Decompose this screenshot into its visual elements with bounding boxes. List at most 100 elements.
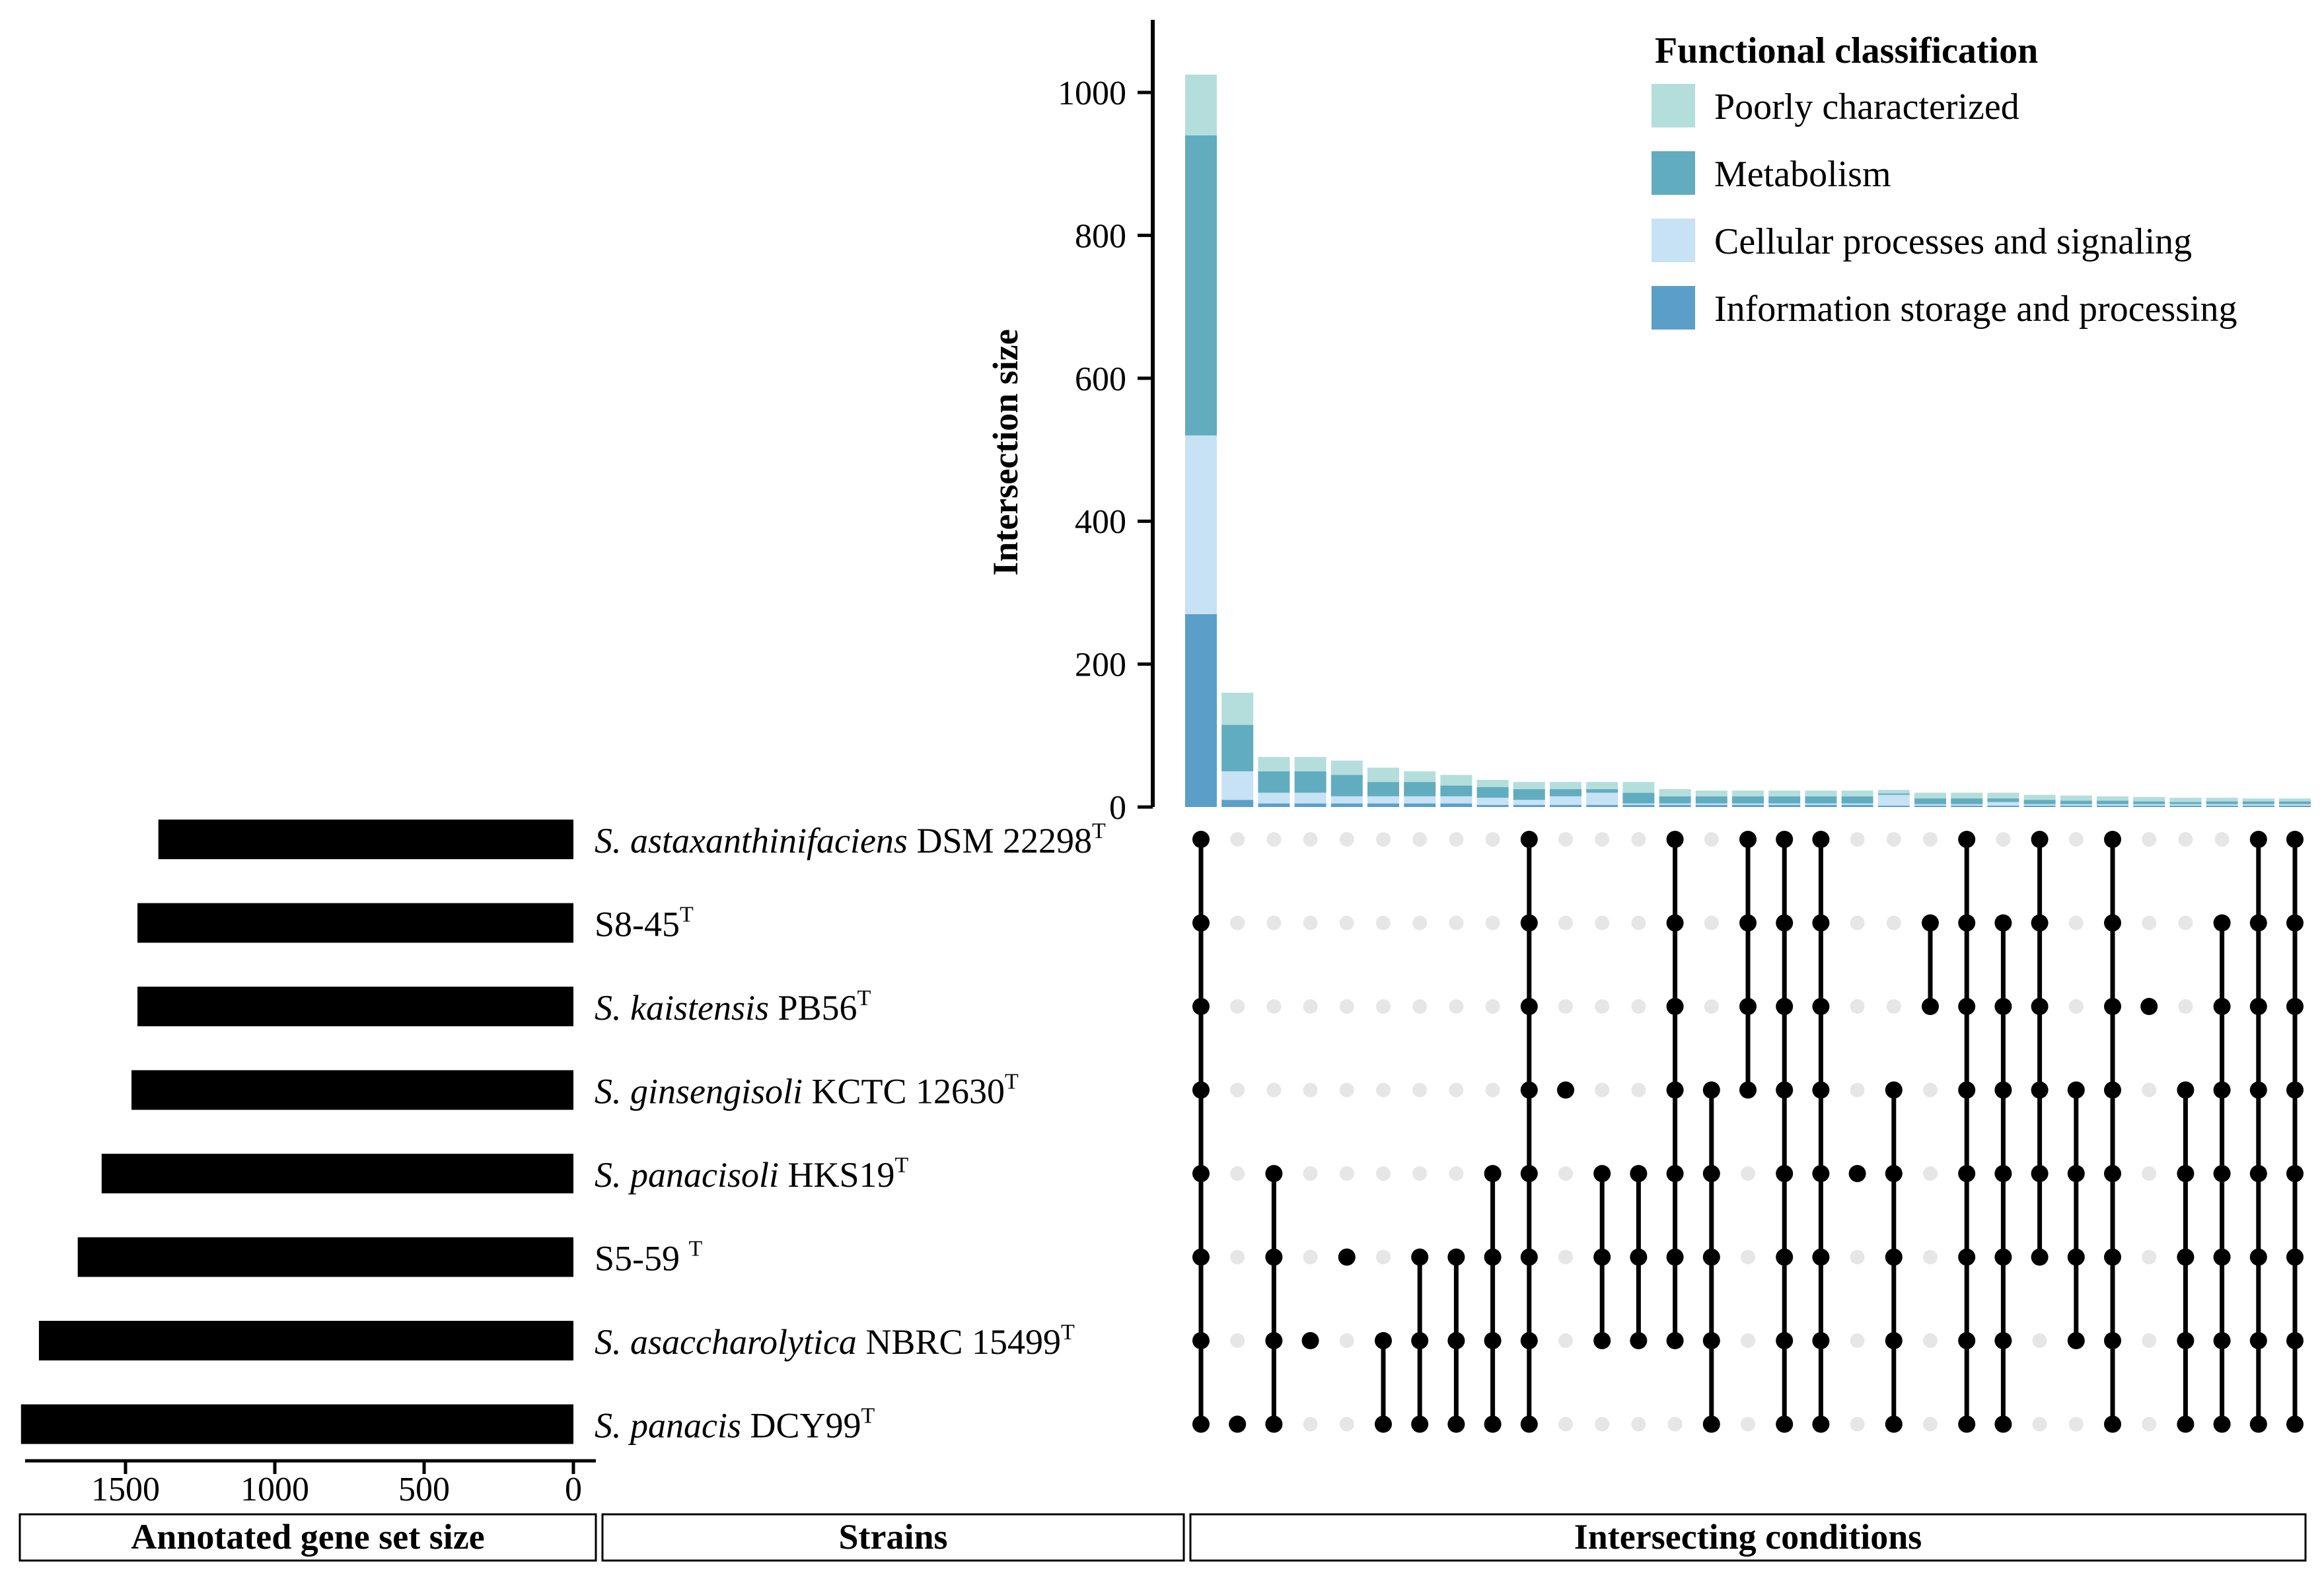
legend-swatch-information-storage (1652, 286, 1695, 330)
matrix-dot-empty (2142, 1333, 2157, 1348)
matrix-dot-filled (1192, 1332, 1210, 1349)
matrix-dot-filled (2104, 1081, 2121, 1099)
bar-segment-cellular-processes-and-signaling (2242, 804, 2274, 806)
matrix-dot-empty (1449, 999, 1464, 1014)
matrix-dot-filled (1666, 998, 1684, 1015)
strain-species: S. kaistensis (595, 988, 778, 1028)
panel-label-intersecting: Intersecting conditions (1574, 1517, 1922, 1557)
bar-segment-metabolism (1659, 796, 1691, 804)
matrix-dot-empty (1303, 832, 1318, 847)
panel-box-intersecting (1189, 1513, 2307, 1562)
matrix-dot-filled (2104, 1415, 2121, 1433)
bar-segment-metabolism (1330, 775, 1363, 796)
matrix-dot-empty (1303, 1249, 1318, 1265)
matrix-dot-empty (1850, 1417, 1865, 1432)
bar-segment-information-storage-and-processing (2242, 805, 2274, 807)
matrix-dot-filled (1702, 1248, 1720, 1266)
bar-segment-information-storage-and-processing (1768, 804, 1801, 807)
matrix-dot-empty (1230, 832, 1245, 847)
strain-label: S. ginsengisoli KCTC 12630T (595, 1070, 1019, 1111)
x-axis-ticks: 1500 1000 500 0 (91, 1461, 582, 1508)
matrix-dot-filled (2213, 914, 2231, 932)
bar-segment-information-storage-and-processing (1659, 804, 1691, 807)
bar-segment-metabolism (1951, 798, 1983, 804)
bar-segment-cellular-processes-and-signaling (1987, 802, 2019, 806)
matrix-dot-filled (1958, 1415, 1976, 1433)
matrix-dot-filled (2286, 831, 2304, 848)
matrix-dot-filled (2177, 1248, 2195, 1266)
bar-segment-information-storage-and-processing (1805, 804, 1837, 807)
matrix-dot-empty (1412, 915, 1428, 931)
bar-segment-poorly-characterized (1695, 791, 1727, 796)
matrix-dot-filled (1812, 1415, 1830, 1433)
bar-segment-poorly-characterized (1732, 791, 1764, 796)
bar-segment-metabolism (1805, 796, 1837, 804)
matrix-dot-empty (1230, 1082, 1245, 1098)
matrix-dot-empty (1339, 1082, 1354, 1098)
matrix-dot-empty (2068, 832, 2084, 847)
matrix-dot-empty (1595, 1417, 1610, 1432)
matrix-dot-filled (2067, 1248, 2085, 1266)
matrix-dot-filled (1776, 831, 1794, 848)
bar-segment-cellular-processes-and-signaling (1914, 804, 1946, 806)
matrix-dot-empty (1704, 915, 1719, 931)
strain-id: DSM 22298 (916, 821, 1092, 861)
matrix-dot-empty (1449, 832, 1464, 847)
matrix-dot-filled (2286, 1332, 2304, 1349)
bar-segment-metabolism (1987, 798, 2019, 802)
matrix-dot-empty (1631, 832, 1646, 847)
matrix-dot-filled (1994, 998, 2012, 1015)
matrix-dot-empty (2142, 1417, 2157, 1432)
matrix-dot-filled (2031, 1081, 2049, 1099)
matrix-dot-filled (1520, 914, 1538, 932)
matrix-dot-empty (2142, 832, 2157, 847)
bar-segment-poorly-characterized (1294, 757, 1326, 771)
bar-segment-poorly-characterized (1513, 782, 1545, 789)
matrix-dot-empty (1376, 1082, 1391, 1098)
y-tick-label: 200 (1075, 647, 1126, 684)
strain-species: S. panacis (595, 1406, 750, 1446)
matrix-dot-empty (1631, 999, 1646, 1014)
matrix-dot-filled (2104, 914, 2121, 932)
panel-box-annotated (18, 1513, 597, 1562)
strain-label: S. panacis DCY99T (595, 1404, 875, 1446)
matrix-dot-filled (1739, 914, 1757, 932)
matrix-dot-filled (1265, 1248, 1283, 1266)
bar-segment-poorly-characterized (2279, 798, 2311, 802)
bar-segment-cellular-processes-and-signaling (2097, 804, 2128, 806)
legend: Functional classification Poorly charact… (1652, 30, 2237, 330)
matrix-dot-filled (1666, 1165, 1684, 1182)
matrix-dot-empty (2142, 1082, 2157, 1098)
matrix-dot-filled (1702, 1332, 1720, 1349)
bar-segment-metabolism (2097, 800, 2128, 804)
matrix-dot-empty (2142, 915, 2157, 931)
intersection-size-axis: 0 200 400 600 800 1000 Intersection size (986, 20, 1155, 827)
strain-type-superscript: T (680, 903, 694, 927)
bar-segment-metabolism (2060, 800, 2092, 804)
bar-segment-cellular-processes-and-signaling (2060, 804, 2092, 806)
matrix-dot-filled (1192, 1165, 1210, 1182)
matrix-dot-filled (1922, 914, 1939, 932)
matrix-dot-filled (2140, 998, 2158, 1015)
bar-segment-cellular-processes-and-signaling (1513, 800, 1545, 805)
matrix-dot-filled (1265, 1415, 1283, 1433)
matrix-dot-filled (2177, 1332, 2195, 1349)
matrix-dot-filled (1994, 1415, 2012, 1433)
matrix-dot-empty (1449, 1166, 1464, 1181)
matrix-dot-filled (1666, 1081, 1684, 1099)
matrix-dot-filled (1994, 1332, 2012, 1349)
panel-label-strains: Strains (838, 1517, 947, 1557)
matrix-dot-empty (1923, 1333, 1938, 1348)
matrix-dot-filled (2249, 998, 2267, 1015)
matrix-dot-filled (1885, 1415, 1903, 1433)
bar-segment-poorly-characterized (1841, 791, 1873, 796)
matrix-dot-empty (2068, 999, 2084, 1014)
bar-segment-cellular-processes-and-signaling (1367, 796, 1399, 804)
bar-segment-cellular-processes-and-signaling (1622, 803, 1655, 805)
matrix-dot-filled (1812, 1248, 1830, 1266)
bar-segment-information-storage-and-processing (1732, 804, 1764, 807)
bar-segment-cellular-processes-and-signaling (1550, 796, 1581, 805)
strain-id: KCTC 12630 (812, 1072, 1005, 1111)
matrix-dot-empty (1376, 999, 1391, 1014)
strain-id: HKS19 (788, 1155, 895, 1195)
